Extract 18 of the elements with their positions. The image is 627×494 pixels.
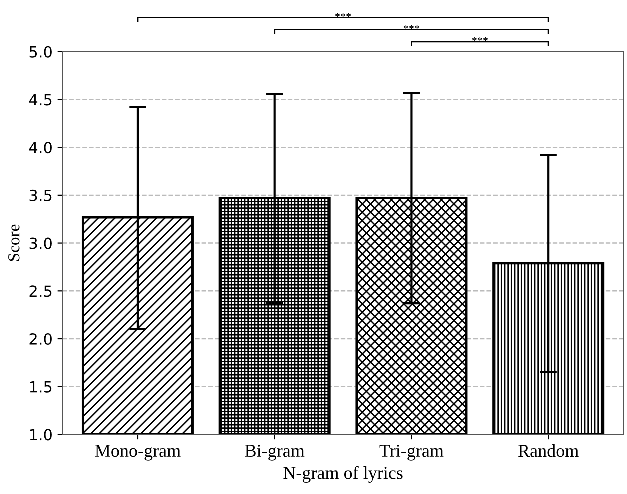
y-tick-label: 3.0 xyxy=(30,238,52,250)
y-tick-label: 4.5 xyxy=(29,94,52,106)
text: *** xyxy=(472,37,488,42)
x-tick-label: Mono-gram xyxy=(95,445,181,461)
y-tick-label: 2.5 xyxy=(30,286,52,298)
y-tick-label: 3.5 xyxy=(30,190,52,202)
y-tick-label: 1.5 xyxy=(30,382,52,393)
y-tick-label: 4.0 xyxy=(29,142,52,154)
y-tick-label: 2.0 xyxy=(30,333,52,346)
y-axis-title: Score xyxy=(8,224,20,262)
y-tick-label: 5.0 xyxy=(30,46,52,58)
text: *** xyxy=(404,25,420,30)
x-tick-label: Bi-gram xyxy=(245,444,305,461)
x-axis-title: N-gram of lyrics xyxy=(284,466,403,483)
x-tick-label: Random xyxy=(518,444,579,458)
text: *** xyxy=(335,13,352,18)
y-tick-label: 1.0 xyxy=(30,429,52,441)
x-tick-label: Tri-gram xyxy=(380,444,444,461)
